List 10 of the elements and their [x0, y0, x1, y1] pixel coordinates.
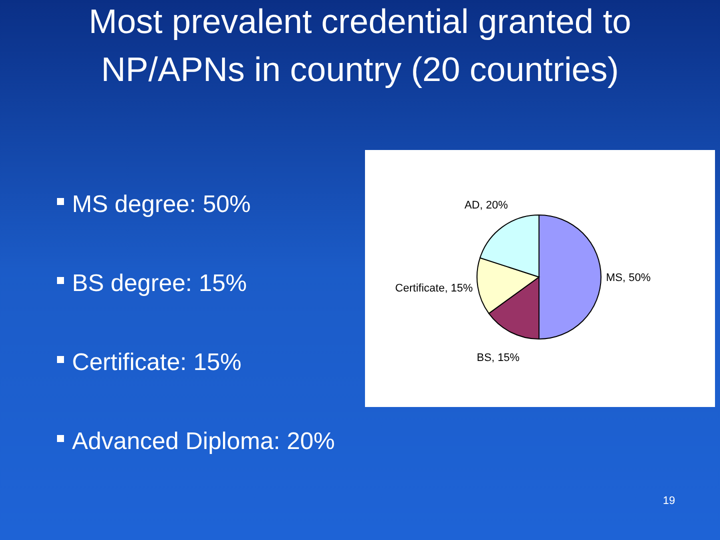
slice-label: Certificate, 15%: [395, 282, 474, 295]
slice-label: MS, 50%: [606, 272, 651, 284]
chart-title: Most prevalent credential granted to NP/APNs in country (20 countries): [88, 3, 632, 89]
slice-label: BS, 15%: [476, 352, 520, 364]
text: BS degree: 15%: [72, 270, 247, 297]
text: 19: [662, 495, 676, 507]
slice-label: AD, 20%: [464, 199, 508, 212]
text: Certificate: 15%: [72, 349, 242, 376]
text: MS degree: 50%: [72, 191, 251, 218]
text: Advanced Diploma: 20%: [72, 428, 335, 455]
